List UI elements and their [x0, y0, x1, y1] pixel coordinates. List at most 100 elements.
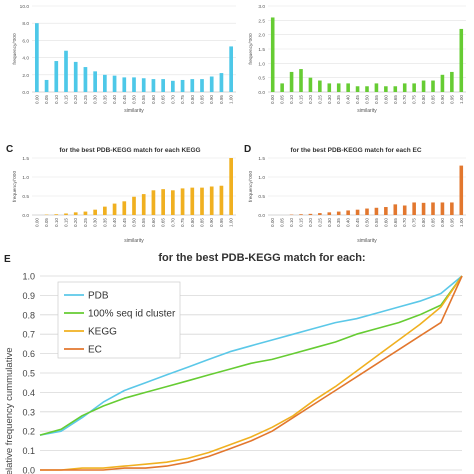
bar-b: [450, 71, 454, 92]
y-tick-label-a: 2.0: [22, 73, 29, 79]
panel-title-d: for the best PDB-KEGG match for each EC: [290, 147, 421, 154]
panel-letter-c: C: [6, 144, 13, 155]
y-tick-label-e: 0.1: [22, 446, 35, 456]
bar-d: [412, 202, 416, 215]
x-tick-label-d: 0.00: [270, 218, 275, 227]
y-tick-label-d: 1.0: [258, 175, 265, 181]
x-tick-label-c: 0.10: [54, 218, 59, 227]
x-tick-label-c: 0.80: [190, 218, 195, 227]
x-axis-label-d: similarity: [357, 238, 377, 244]
y-tick-label-c: 0.0: [22, 213, 29, 219]
bar-c: [229, 158, 233, 215]
x-tick-label-a: 0.50: [132, 95, 137, 104]
x-axis-label-c: similarity: [124, 238, 144, 244]
y-axis-label-c: frequency/'000: [12, 171, 18, 203]
panel-title-e: for the best PDB-KEGG match for each:: [158, 252, 365, 264]
series-line-100-seq-id-cluster: [39, 275, 463, 436]
x-tick-label-d: 0.10: [289, 218, 294, 227]
bar-b: [299, 69, 303, 92]
bar-c: [190, 187, 195, 215]
legend-box: [57, 281, 181, 359]
x-tick-label-b: 0.55: [374, 95, 379, 104]
x-tick-label-d: 0.60: [383, 218, 388, 227]
x-tick-label-d: 0.30: [327, 218, 332, 227]
bar-c: [151, 190, 156, 215]
x-tick-label-c: 0.65: [161, 218, 166, 227]
x-tick-label-a: 0.60: [151, 95, 156, 104]
bar-b: [431, 80, 435, 92]
bar-b: [402, 83, 407, 92]
y-tick-label-b: 1.5: [258, 47, 265, 53]
bar-a: [103, 74, 107, 92]
x-tick-label-c: 0.00: [34, 218, 39, 227]
bar-a: [229, 46, 233, 92]
bar-a: [132, 77, 136, 92]
y-tick-label-e: 0.2: [22, 427, 35, 437]
x-tick-label-b: 0.60: [383, 95, 388, 104]
legend-label: PDB: [88, 291, 109, 302]
series-line-ec: [40, 275, 463, 471]
x-tick-label-d: 0.15: [299, 218, 304, 227]
line-chart-e: 0.0 0.1 0.2 0.3 0.4 0.5 0.6 0.7 0.8 0.9 1.0 relativ…: [4, 272, 463, 474]
bar-c: [171, 190, 175, 215]
bar-d: [327, 212, 332, 215]
bar-a: [35, 23, 39, 93]
x-tick-label-c: 0.45: [122, 218, 127, 227]
bar-a: [190, 79, 195, 92]
x-tick-label-d: 0.45: [355, 218, 360, 227]
x-tick-label-b: 0.45: [355, 95, 360, 104]
bar-chart-d: 0.0 0.5 1.0 1.5 0.00 0.05 0.10 0.15 0.20 0.25 0.30…: [248, 156, 466, 244]
bar-d: [440, 202, 445, 215]
bar-b: [327, 83, 332, 92]
bar-c: [103, 206, 107, 215]
y-tick-label-a: 4.0: [22, 56, 29, 62]
x-tick-label-c: 0.95: [219, 218, 224, 227]
x-tick-label-c: 0.35: [102, 218, 107, 227]
y-tick-label-a: 0.0: [22, 90, 29, 96]
x-tick-label-c: 0.50: [132, 218, 137, 227]
series-line-pdb: [39, 275, 463, 436]
x-tick-label-c: 0.05: [44, 218, 49, 227]
x-tick-label-c: 0.85: [200, 218, 205, 227]
bar-a: [141, 78, 146, 92]
x-tick-label-d: 1.00: [459, 218, 464, 227]
y-tick-label-e: 0.8: [22, 310, 35, 320]
series-line-kegg: [40, 275, 463, 471]
bar-c: [180, 188, 185, 215]
bar-c: [122, 201, 127, 215]
x-tick-label-d: 0.25: [317, 218, 322, 227]
y-tick-label-b: 1.0: [258, 61, 265, 67]
y-tick-label-c: 1.0: [22, 175, 29, 181]
x-tick-label-b: 0.10: [289, 95, 294, 104]
y-tick-label-d: 1.5: [258, 156, 265, 162]
x-tick-label-b: 0.25: [317, 95, 322, 104]
bar-c: [73, 212, 78, 215]
bar-a: [44, 79, 49, 92]
bar-d: [299, 214, 303, 215]
y-tick-label-e: 0.4: [22, 388, 35, 398]
x-tick-label-d: 0.05: [280, 218, 285, 227]
panel-title-c: for the best PDB-KEGG match for each KEG…: [59, 147, 200, 154]
x-tick-label-c: 0.75: [180, 218, 185, 227]
bar-a: [64, 50, 68, 92]
y-tick-label-a: 10.0: [20, 4, 30, 10]
bar-b: [440, 74, 445, 92]
bar-a: [209, 76, 214, 92]
bar-a: [73, 61, 78, 92]
bar-d: [374, 207, 379, 215]
y-tick-label-e: 0.7: [22, 330, 35, 340]
x-tick-label-c: 0.60: [151, 218, 156, 227]
bar-b: [336, 83, 341, 92]
x-tick-label-a: 0.45: [122, 95, 127, 104]
x-tick-label-d: 0.35: [336, 218, 341, 227]
x-tick-label-b: 0.50: [365, 95, 370, 104]
y-tick-label-c: 0.5: [22, 194, 29, 200]
bar-d: [336, 211, 341, 215]
bar-d: [431, 202, 435, 215]
bar-c: [54, 214, 59, 215]
bar-c: [161, 189, 165, 215]
x-tick-label-c: 0.55: [141, 218, 146, 227]
x-tick-label-b: 0.15: [299, 95, 304, 104]
x-tick-label-c: 0.15: [64, 218, 69, 227]
x-tick-label-a: 0.15: [64, 95, 69, 104]
